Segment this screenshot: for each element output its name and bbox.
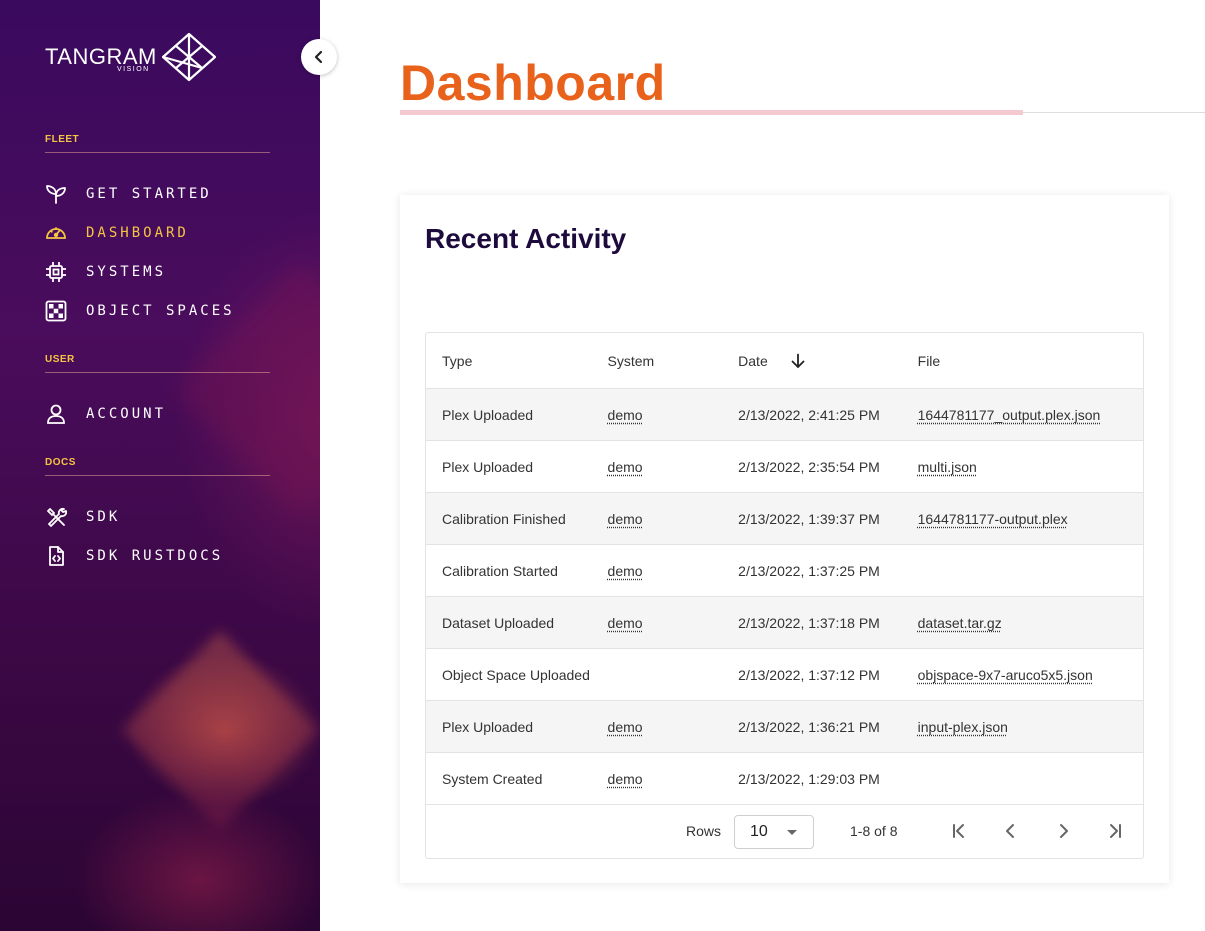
file-link[interactable]: objspace-9x7-aruco5x5.json [917,666,1093,683]
file-link[interactable]: 1644781177_output.plex.json [917,406,1101,423]
cell-date: 2/13/2022, 1:37:12 PM [738,666,880,683]
next-page-button[interactable] [1051,819,1075,843]
system-link[interactable]: demo [607,770,643,787]
last-page-button[interactable] [1103,819,1127,843]
sidebar-item-dashboard[interactable]: DASHBOARD [45,221,189,245]
recent-activity-card: Recent Activity Type System Date File Pl… [400,195,1169,883]
file-link[interactable]: input-plex.json [917,718,1008,735]
logo-subtext: VISION [117,66,150,73]
cell-date: 2/13/2022, 1:37:18 PM [738,614,880,631]
cell-type: Plex Uploaded [442,718,534,735]
sidebar: TANGRAM VISION FLEET GET STARTED [0,0,320,931]
table-header: Type System Date File [426,333,1143,389]
table-row: Plex Uploaded demo 2/13/2022, 2:41:25 PM… [426,389,1143,441]
section-title-user: USER [45,354,270,373]
column-header-date[interactable]: Date [738,353,917,369]
column-header-file[interactable]: File [917,352,941,369]
sidebar-item-label: SDK [86,509,121,525]
pagination: Rows 10 1-8 of 8 [426,805,1143,857]
file-link[interactable]: multi.json [917,458,977,475]
activity-table: Type System Date File Plex Uploaded demo… [425,332,1144,859]
section-title-fleet: FLEET [45,134,270,153]
system-link[interactable]: demo [607,562,643,579]
sidebar-item-sdk[interactable]: SDK [45,505,120,529]
cell-date: 2/13/2022, 1:37:25 PM [738,562,880,579]
logo[interactable]: TANGRAM VISION [45,32,217,82]
sidebar-item-label: ACCOUNT [86,406,167,422]
section-title-docs: DOCS [45,457,270,476]
collapse-sidebar-button[interactable] [301,39,337,75]
chip-icon [45,261,67,283]
table-row: Calibration Started demo 2/13/2022, 1:37… [426,545,1143,597]
title-underline [400,110,1023,115]
sidebar-item-label: GET STARTED [86,186,212,202]
table-row: Calibration Finished demo 2/13/2022, 1:3… [426,493,1143,545]
page-range: 1-8 of 8 [850,823,898,839]
file-link[interactable]: 1644781177-output.plex [917,510,1068,527]
table-row: Dataset Uploaded demo 2/13/2022, 1:37:18… [426,597,1143,649]
sidebar-item-systems[interactable]: SYSTEMS [45,260,166,284]
table-row: System Created demo 2/13/2022, 1:29:03 P… [426,753,1143,805]
first-page-button[interactable] [947,819,971,843]
cell-type: Calibration Finished [442,510,566,527]
cell-date: 2/13/2022, 1:39:37 PM [738,510,880,527]
column-header-system[interactable]: System [607,352,655,369]
tools-icon [45,506,67,528]
sidebar-item-label: OBJECT SPACES [86,303,235,319]
system-link[interactable]: demo [607,718,643,735]
sidebar-item-sdk-rustdocs[interactable]: SDK RUSTDOCS [45,544,223,568]
title-divider [1023,112,1205,113]
cell-type: Plex Uploaded [442,458,534,475]
last-page-icon [1110,824,1121,838]
cell-type: System Created [442,770,543,787]
chevron-left-icon [314,50,323,64]
file-link[interactable]: dataset.tar.gz [917,614,1002,631]
card-title: Recent Activity [425,223,627,254]
previous-page-button[interactable] [999,819,1023,843]
system-link[interactable]: demo [607,406,643,423]
column-header-type[interactable]: Type [442,352,473,369]
first-page-icon [953,824,964,838]
caret-down-icon [787,830,797,835]
sidebar-item-get-started[interactable]: GET STARTED [45,182,212,206]
arrow-down-icon[interactable] [790,353,806,369]
user-icon [45,403,67,425]
rows-per-page-label: Rows [686,823,722,839]
sidebar-decoration [121,631,319,829]
sidebar-item-label: SDK RUSTDOCS [86,548,224,564]
sidebar-item-label: DASHBOARD [86,225,189,241]
table-row: Plex Uploaded demo 2/13/2022, 1:36:21 PM… [426,701,1143,753]
cell-type: Calibration Started [442,562,558,579]
cell-type: Object Space Uploaded [442,666,590,683]
cell-date: 2/13/2022, 2:35:54 PM [738,458,880,475]
sidebar-item-object-spaces[interactable]: OBJECT SPACES [45,299,235,323]
chevron-left-icon [1006,824,1014,838]
column-header-date-label: Date [738,352,768,369]
table-row: Object Space Uploaded 2/13/2022, 1:37:12… [426,649,1143,701]
system-link[interactable]: demo [607,510,643,527]
rows-per-page-select[interactable]: 10 [734,815,814,849]
cell-date: 2/13/2022, 1:29:03 PM [738,770,880,787]
chevron-right-icon [1060,824,1068,838]
code-file-icon [45,545,67,567]
table-row: Plex Uploaded demo 2/13/2022, 2:35:54 PM… [426,441,1143,493]
sidebar-item-label: SYSTEMS [86,264,167,280]
cell-type: Plex Uploaded [442,406,534,423]
cell-date: 2/13/2022, 1:36:21 PM [738,718,880,735]
page-title: Dashboard [400,55,666,111]
logo-text: TANGRAM [45,44,157,69]
rows-per-page-value: 10 [750,823,768,840]
tangram-logo-icon [161,32,216,82]
system-link[interactable]: demo [607,614,643,631]
system-link[interactable]: demo [607,458,643,475]
sprout-icon [45,183,67,205]
checkerboard-icon [45,300,67,322]
cell-date: 2/13/2022, 2:41:25 PM [738,406,880,423]
sidebar-item-account[interactable]: ACCOUNT [45,402,166,426]
gauge-icon [45,222,67,244]
cell-type: Dataset Uploaded [442,614,555,631]
